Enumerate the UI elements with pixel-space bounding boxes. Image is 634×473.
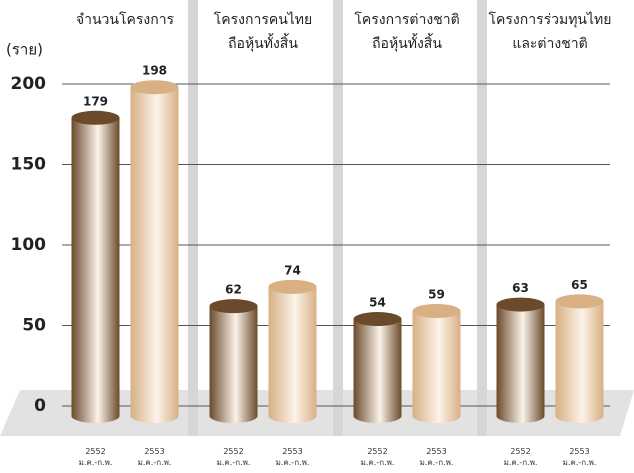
series-label: 2552 ม.ค.-ก.พ. (360, 447, 395, 467)
series-label: 2552 ม.ค.-ก.พ. (503, 447, 538, 467)
value-label: 74 (284, 263, 301, 277)
separator (477, 0, 487, 436)
y-tick-label: 50 (22, 316, 46, 336)
bar-base (412, 409, 461, 423)
series-label: 2552 ม.ค.-ก.พ. (78, 447, 113, 467)
bar (412, 311, 461, 416)
bar (268, 286, 317, 416)
value-label: 179 (83, 94, 108, 108)
y-tick-label: 100 (11, 235, 47, 255)
bar-base (496, 409, 545, 423)
bar-top (412, 304, 461, 319)
series-label: 2553 ม.ค.-ก.พ. (137, 447, 172, 467)
separator (188, 0, 198, 436)
y-axis-label: (ราย) (6, 41, 43, 59)
bar-top (71, 110, 120, 125)
bar (71, 117, 120, 416)
bar-base (353, 409, 402, 423)
value-label: 59 (428, 288, 445, 302)
bar-top (555, 294, 604, 309)
bar-base (209, 409, 258, 423)
bar (353, 319, 402, 416)
bar-base (130, 409, 179, 423)
category-label: โครงการร่วมทุนไทย และต่างชาติ (488, 12, 612, 52)
bar-base (268, 409, 317, 423)
y-tick-label: 0 (34, 396, 46, 416)
series-label: 2553 ม.ค.-ก.พ. (562, 447, 597, 467)
bar (130, 87, 179, 416)
bar-top (496, 297, 545, 312)
bar-base (71, 409, 120, 423)
series-label: 2552 ม.ค.-ก.พ. (216, 447, 251, 467)
bar (555, 301, 604, 416)
bar-top (130, 80, 179, 95)
value-label: 54 (369, 296, 386, 310)
bar-top (209, 299, 258, 314)
series-label: 2553 ม.ค.-ก.พ. (275, 447, 310, 467)
value-label: 62 (225, 283, 242, 297)
series-label: 2553 ม.ค.-ก.พ. (419, 447, 454, 467)
value-label: 65 (571, 278, 588, 292)
value-label: 198 (142, 64, 167, 78)
bar (496, 304, 545, 416)
bar (209, 306, 258, 416)
category-label: จำนวนโครงการ (75, 12, 175, 28)
value-label: 63 (512, 281, 529, 295)
bar-base (555, 409, 604, 423)
bar-top (353, 312, 402, 327)
bar-top (268, 279, 317, 294)
y-tick-label: 150 (11, 155, 47, 175)
category-label: โครงการคนไทย ถือหุ้นทั้งสิ้น (213, 12, 313, 52)
y-tick-label: 200 (11, 74, 47, 94)
separator (333, 0, 343, 436)
category-label: โครงการต่างชาติ ถือหุ้นทั้งสิ้น (354, 12, 460, 52)
